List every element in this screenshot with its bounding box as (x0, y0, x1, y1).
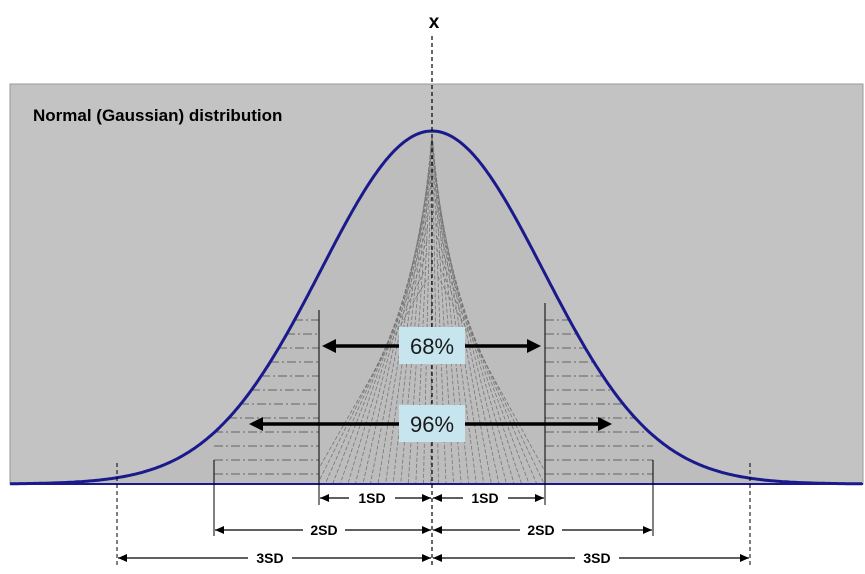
sd3-left-label: 3SD (256, 550, 283, 566)
hatch-line (434, 177, 492, 484)
axis-label: x (429, 12, 440, 33)
hatch-line (392, 155, 431, 484)
sd3-right-dimension (433, 554, 749, 562)
hatch-line (436, 235, 530, 484)
interval-96-box (399, 405, 465, 442)
sd1-left-label: 1SD (358, 490, 385, 506)
sd3-right-label: 3SD (583, 550, 610, 566)
hatch-line (435, 210, 515, 484)
curve-area (10, 131, 863, 484)
sd2-right-label: 2SD (527, 522, 554, 538)
hatch-line (434, 187, 500, 484)
hatch-line (319, 279, 427, 470)
hatch-line (436, 248, 538, 484)
diagram-title: Normal (Gaussian) distribution (33, 106, 282, 125)
hatch-line (347, 214, 429, 484)
hatch-line (319, 266, 428, 482)
hatch-line (435, 222, 522, 484)
sd2-left-label: 2SD (310, 522, 337, 538)
sd1-left-dimension (320, 494, 431, 502)
outer-hatching (214, 319, 653, 475)
hatch-line (400, 148, 431, 484)
hatch-line (385, 162, 431, 484)
sd1-right-label: 1SD (471, 490, 498, 506)
sd2-left-dimension (215, 526, 431, 534)
hatch-line (435, 198, 507, 484)
sd2-right-dimension (433, 526, 652, 534)
interval-68-label: 68% (410, 334, 454, 359)
gaussian-curve (10, 129, 862, 486)
hatch-line (434, 168, 485, 484)
hatch-line (415, 140, 432, 484)
sd1-right-dimension (433, 494, 544, 502)
hatch-line (437, 275, 545, 473)
interval-68-box (399, 327, 465, 364)
interval-96-label: 96% (410, 412, 454, 437)
sd3-left-dimension (118, 554, 431, 562)
hatch-line (432, 139, 447, 484)
